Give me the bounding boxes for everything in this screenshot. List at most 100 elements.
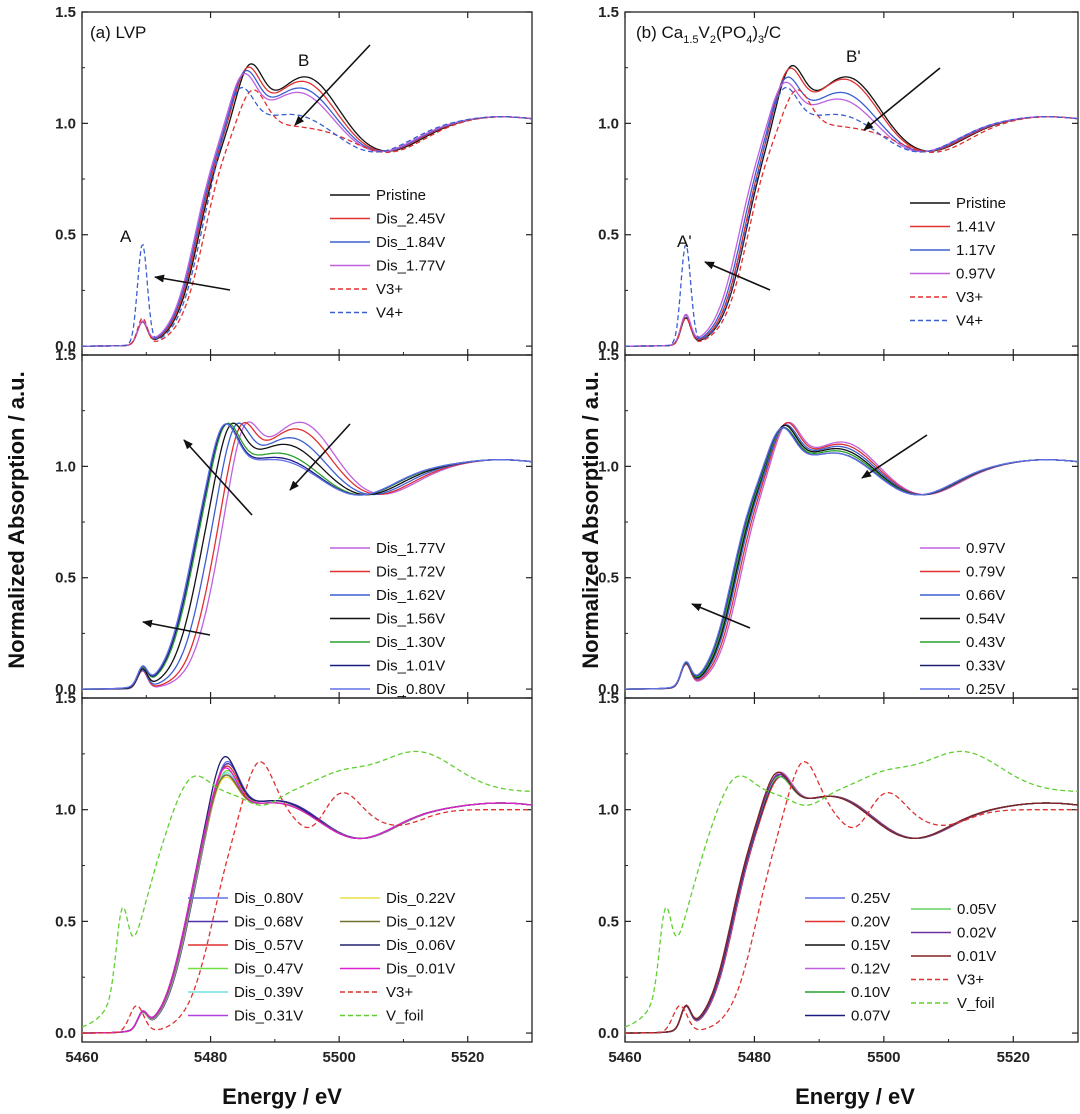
legend-label: 1.41V: [956, 219, 995, 236]
arrows: [142, 44, 941, 636]
panel-b-title: (b) Ca1.5V2(PO4)3/C: [636, 23, 781, 46]
panel-b-top: 0.0 0.5 1.0 1.5 Pristine 1.41V 1.17V 0.97V V3+ V4…: [598, 4, 1079, 356]
arrow-b-top-b: [863, 67, 941, 131]
plot-frame: [81, 697, 533, 1043]
y-tick-label: 0.5: [55, 913, 76, 930]
legend-label: Dis_0.06V: [386, 937, 455, 954]
series-line-dis-0-06v: [82, 755, 532, 1034]
series-line-0-01v: [625, 771, 1078, 1034]
legend-label: 0.79V: [966, 564, 1005, 581]
legend-label: 0.43V: [966, 634, 1005, 651]
legend-label: V3+: [376, 281, 403, 298]
series-line-dis-0-47v: [82, 769, 532, 1034]
series-line-v3-: [82, 89, 532, 347]
series-line-v-foil: [625, 750, 1078, 1028]
y-tick-label: 0.0: [55, 1025, 76, 1042]
legend-label: V3+: [386, 984, 413, 1001]
series-line-v-foil: [82, 750, 532, 1028]
annotation-a: A: [120, 227, 132, 246]
y-tick-label: 1.5: [598, 690, 619, 707]
y-tick-label: 1.0: [598, 802, 619, 819]
series-line-dis-2-45v: [82, 66, 532, 347]
series-line-dis-1-77v: [82, 72, 532, 347]
legend-label: 0.97V: [956, 266, 995, 283]
legend: Pristine 1.41V 1.17V 0.97V V3+ V4+: [910, 195, 1006, 330]
x-tick-label: 5500: [322, 1049, 355, 1066]
arrow-b-mid-b: [861, 434, 928, 479]
series-line-0-43v: [625, 427, 1078, 690]
arrow-b-top-pre: [704, 261, 771, 291]
y-tick-label: 0.0: [55, 338, 76, 355]
y-tick-label: 0.0: [55, 681, 76, 698]
series-group: [625, 64, 1078, 347]
series-group: [82, 63, 532, 347]
legend-label: 0.10V: [851, 984, 890, 1001]
series-group: [82, 750, 532, 1034]
legend-label: Dis_0.57V: [234, 937, 303, 954]
legend-label: Dis_1.77V: [376, 258, 445, 275]
arrow-a-mid-b: [289, 423, 351, 491]
legend-label: Dis_2.45V: [376, 211, 445, 228]
x-tick-label: 5480: [194, 1049, 227, 1066]
legend-label: V4+: [956, 313, 983, 330]
series-line-dis-0-80v: [82, 760, 532, 1034]
legend-label: Dis_0.80V: [376, 681, 445, 698]
arrow-a-mid-edge: [183, 439, 253, 516]
legend-label: Dis_1.30V: [376, 634, 445, 651]
series-line-v3-: [82, 761, 532, 1034]
legend-label: 0.66V: [966, 587, 1005, 604]
legend-label: Dis_1.84V: [376, 234, 445, 251]
legend-label: Dis_0.31V: [234, 1008, 303, 1025]
y-tick-label: 0.5: [598, 227, 619, 244]
legend-label: Dis_1.56V: [376, 611, 445, 628]
legend-label: Dis_0.68V: [234, 914, 303, 931]
panel-b-mid: 0.0 0.5 1.0 1.5 0.97V 0.79V 0.66V 0.54V 0.43V 0.3…: [598, 347, 1079, 699]
legend-label: 0.01V: [957, 948, 996, 965]
series-line-pristine: [82, 63, 532, 347]
annotation-b: B: [298, 51, 309, 70]
panel-a-top: 0.0 0.5 1.0 1.5 Pristine Dis_2.45V Dis_1.84V Di…: [55, 4, 533, 356]
y-axis-label-right: Normalized Absorption / a.u.: [578, 371, 603, 668]
legend-label: 0.33V: [966, 658, 1005, 675]
y-tick-label: 1.5: [598, 4, 619, 21]
series-line-dis-0-22v: [82, 776, 532, 1034]
y-tick-label: 1.0: [598, 458, 619, 475]
legend-label: 0.15V: [851, 937, 890, 954]
y-axis-label-left: Normalized Absorption / a.u.: [4, 371, 29, 668]
legend-label: Pristine: [376, 187, 426, 204]
annotation-a-prime: A': [677, 232, 692, 251]
series-line-v4-: [82, 86, 532, 347]
legend-label: V_foil: [386, 1008, 424, 1025]
series-line-dis-0-01v: [82, 767, 532, 1034]
y-tick-label: 1.5: [55, 4, 76, 21]
series-group: [625, 421, 1078, 690]
y-tick-label: 0.0: [598, 681, 619, 698]
arrow-a-mid-low: [142, 619, 211, 636]
legend-label: V4+: [376, 305, 403, 322]
legend-label: Dis_0.47V: [234, 961, 303, 978]
legend-label: Dis_0.12V: [386, 914, 455, 931]
legend-label: 0.25V: [851, 890, 890, 907]
y-tick-label: 0.5: [55, 570, 76, 587]
arrow-a-top-pre: [154, 274, 231, 291]
arrow-a-top-b: [294, 44, 371, 126]
series-line-0-66v: [625, 424, 1078, 690]
legend-label: 0.25V: [966, 681, 1005, 698]
legend-label: 0.02V: [957, 925, 996, 942]
series-line-v3-: [625, 89, 1078, 347]
x-tick-label: 5520: [451, 1049, 484, 1066]
x-axis-label-right: Energy / eV: [795, 1084, 915, 1109]
y-tick-label: 1.0: [55, 115, 76, 132]
legend-label: Dis_1.72V: [376, 564, 445, 581]
panel-a-title: (a) LVP: [90, 23, 146, 42]
y-tick-label: 0.5: [55, 227, 76, 244]
series-line-0-33v: [625, 427, 1078, 690]
legend-label: V_foil: [957, 995, 995, 1012]
series-line-dis-0-68v: [82, 762, 532, 1034]
legend: 0.97V 0.79V 0.66V 0.54V 0.43V 0.33V 0.25V: [920, 540, 1005, 698]
legend-label: Dis_0.80V: [234, 890, 303, 907]
x-tick-label: 5460: [65, 1049, 98, 1066]
y-tick-label: 1.0: [55, 458, 76, 475]
